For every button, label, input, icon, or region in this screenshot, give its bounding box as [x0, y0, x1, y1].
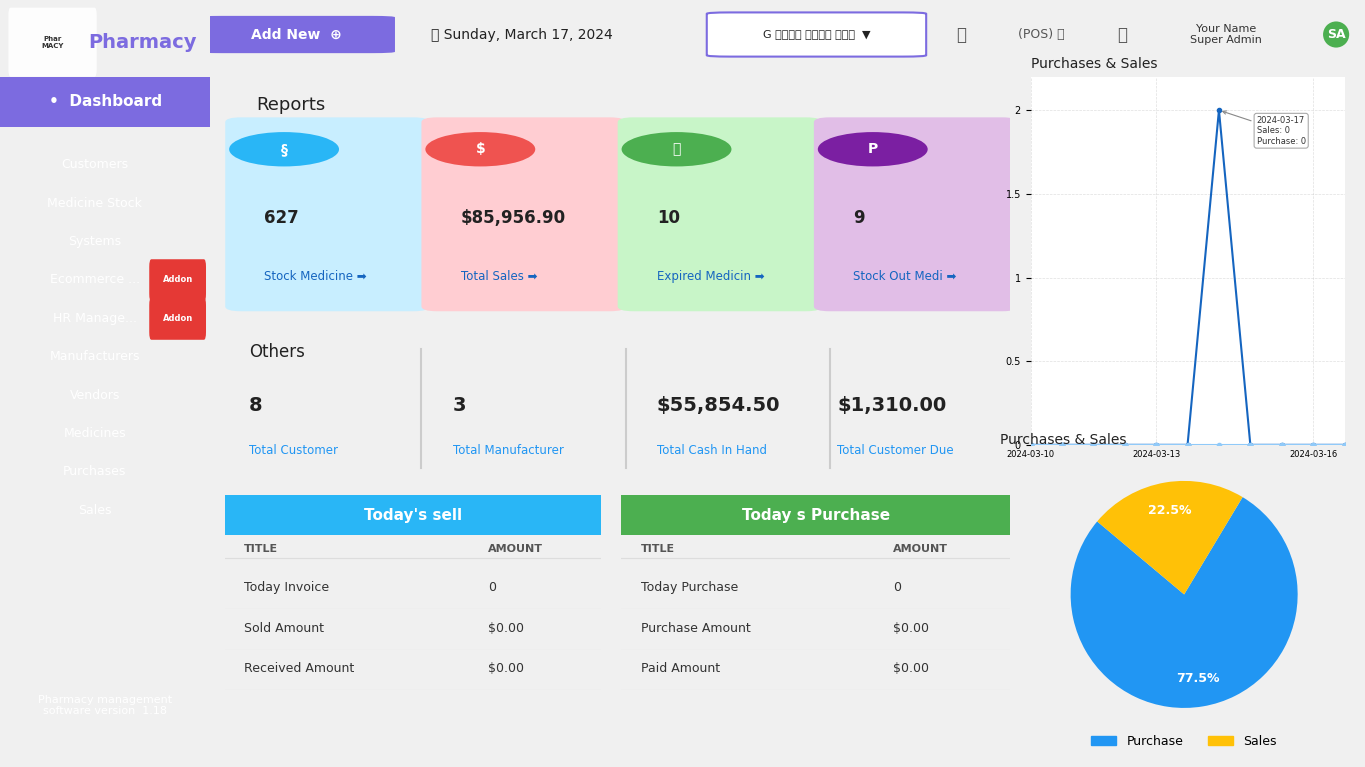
FancyBboxPatch shape — [225, 495, 601, 535]
Text: Today s Purchase: Today s Purchase — [741, 508, 890, 522]
Text: $0.00: $0.00 — [489, 663, 524, 676]
Legend: Purchase, Sales: Purchase, Sales — [1087, 729, 1282, 752]
Text: SA: SA — [1327, 28, 1346, 41]
Text: 77.5%: 77.5% — [1177, 672, 1220, 685]
Text: $0.00: $0.00 — [489, 622, 524, 635]
Text: TITLE: TITLE — [640, 544, 674, 554]
Text: ⌛: ⌛ — [673, 142, 681, 156]
Text: Paid Amount: Paid Amount — [640, 663, 719, 676]
Text: P: P — [868, 142, 878, 156]
Text: Purchases & Sales: Purchases & Sales — [999, 433, 1126, 447]
Text: Manufacturers: Manufacturers — [49, 351, 139, 363]
Text: 📅 Sunday, March 17, 2024: 📅 Sunday, March 17, 2024 — [431, 28, 613, 41]
Text: 10: 10 — [657, 209, 680, 227]
Text: Expired Medicin ➡: Expired Medicin ➡ — [657, 271, 764, 283]
FancyBboxPatch shape — [0, 77, 210, 127]
Text: AMOUNT: AMOUNT — [893, 544, 949, 554]
Text: $85,956.90: $85,956.90 — [461, 209, 566, 227]
Text: Total Customer: Total Customer — [248, 444, 337, 457]
Text: Today's sell: Today's sell — [364, 508, 461, 522]
Text: Vendors: Vendors — [70, 389, 120, 401]
Text: Customers: Customers — [61, 159, 128, 171]
Text: Received Amount: Received Amount — [244, 663, 355, 676]
Text: Phar
MACY: Phar MACY — [41, 36, 64, 48]
Text: Total Customer Due: Total Customer Due — [838, 444, 954, 457]
Text: $0.00: $0.00 — [893, 663, 930, 676]
Text: 0: 0 — [489, 581, 495, 594]
FancyBboxPatch shape — [199, 16, 394, 53]
Text: Today Purchase: Today Purchase — [640, 581, 737, 594]
Text: 22.5%: 22.5% — [1148, 504, 1192, 517]
Text: Today Invoice: Today Invoice — [244, 581, 329, 594]
Text: Total Manufacturer: Total Manufacturer — [453, 444, 564, 457]
Text: Your Name
Super Admin: Your Name Super Admin — [1190, 24, 1263, 45]
Text: Stock Out Medi ➡: Stock Out Medi ➡ — [853, 271, 957, 283]
Text: Add New  ⊕: Add New ⊕ — [251, 28, 343, 41]
FancyBboxPatch shape — [8, 8, 97, 77]
Text: •  Dashboard: • Dashboard — [49, 94, 161, 109]
Text: 0: 0 — [893, 581, 901, 594]
Text: 8: 8 — [248, 396, 262, 415]
Text: TITLE: TITLE — [244, 544, 278, 554]
Text: Pharmacy: Pharmacy — [89, 33, 197, 51]
Circle shape — [229, 132, 339, 166]
FancyBboxPatch shape — [422, 117, 625, 311]
FancyBboxPatch shape — [149, 259, 206, 301]
Text: Medicine Stock: Medicine Stock — [48, 197, 142, 209]
Text: ⛳: ⛳ — [955, 25, 966, 44]
Text: Total Cash In Hand: Total Cash In Hand — [657, 444, 767, 457]
Text: Addon: Addon — [162, 314, 192, 323]
FancyBboxPatch shape — [707, 12, 927, 57]
FancyBboxPatch shape — [617, 117, 822, 311]
Text: Sales: Sales — [78, 504, 112, 516]
Circle shape — [818, 132, 928, 166]
Text: Reports: Reports — [257, 96, 326, 114]
Text: G ভাষা বেছি নিন  ▼: G ভাষা বেছি নিন ▼ — [763, 29, 871, 40]
Wedge shape — [1070, 497, 1298, 708]
Text: Addon: Addon — [162, 275, 192, 285]
Text: Systems: Systems — [68, 235, 121, 248]
Text: $55,854.50: $55,854.50 — [657, 396, 781, 415]
Text: HR Manage...: HR Manage... — [53, 312, 136, 324]
Text: Sold Amount: Sold Amount — [244, 622, 324, 635]
Text: $1,310.00: $1,310.00 — [838, 396, 947, 415]
FancyBboxPatch shape — [621, 495, 1010, 535]
Wedge shape — [1097, 481, 1242, 594]
Text: §: § — [281, 142, 288, 156]
Circle shape — [426, 132, 535, 166]
Text: 3: 3 — [453, 396, 467, 415]
Text: 🔔: 🔔 — [1118, 25, 1127, 44]
Text: Purchase Amount: Purchase Amount — [640, 622, 751, 635]
Text: Pharmacy management
software version  1.18: Pharmacy management software version 1.1… — [38, 695, 172, 716]
Text: Purchases: Purchases — [63, 466, 127, 478]
FancyBboxPatch shape — [225, 117, 429, 311]
Text: Total Sales ➡: Total Sales ➡ — [461, 271, 538, 283]
Text: Others: Others — [248, 343, 304, 360]
FancyBboxPatch shape — [814, 117, 1018, 311]
Text: $: $ — [475, 142, 485, 156]
Text: 9: 9 — [853, 209, 865, 227]
Circle shape — [621, 132, 732, 166]
Text: Ecommerce ...: Ecommerce ... — [49, 274, 139, 286]
Text: $0.00: $0.00 — [893, 622, 930, 635]
FancyBboxPatch shape — [149, 298, 206, 340]
Text: AMOUNT: AMOUNT — [489, 544, 543, 554]
Text: Purchases & Sales: Purchases & Sales — [1031, 58, 1158, 71]
Text: Stock Medicine ➡: Stock Medicine ➡ — [265, 271, 367, 283]
Text: (POS) 🖨: (POS) 🖨 — [1018, 28, 1065, 41]
Text: 627: 627 — [265, 209, 299, 227]
Text: 2024-03-17
Sales: 0
Purchase: 0: 2024-03-17 Sales: 0 Purchase: 0 — [1223, 111, 1306, 146]
Text: Medicines: Medicines — [63, 427, 126, 439]
